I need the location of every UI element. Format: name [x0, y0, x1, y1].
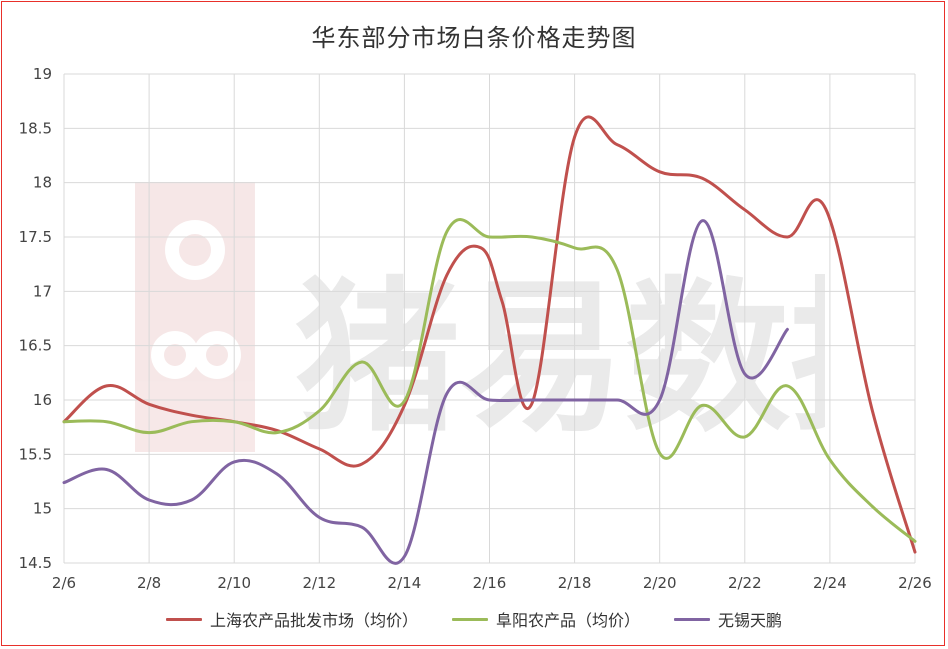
legend-swatch	[165, 617, 202, 621]
x-tick-label: 2/20	[643, 574, 677, 592]
x-tick-label: 2/10	[217, 574, 251, 592]
x-tick-label: 2/12	[302, 574, 336, 592]
legend: 上海农产品批发市场（均价） 阜阳农产品（均价） 无锡天鹏	[0, 607, 948, 631]
x-tick-label: 2/26	[898, 574, 932, 592]
series-line-wuxi	[62, 219, 789, 565]
x-tick-label: 2/24	[813, 574, 847, 592]
legend-label: 阜阳农产品（均价）	[495, 611, 640, 630]
x-tick-label: 2/18	[558, 574, 592, 592]
y-tick-label: 15	[33, 500, 52, 518]
x-tick-label: 2/16	[473, 574, 507, 592]
y-tick-label: 15.5	[19, 445, 52, 463]
x-axis-ticks: 2/6 2/8 2/10 2/12 2/14 2/16 2/18 2/20 2/22 2/24 2/…	[52, 574, 932, 592]
series-line-fuyang	[62, 218, 917, 543]
y-tick-label: 19	[33, 65, 52, 83]
x-tick-label: 2/8	[137, 574, 161, 592]
legend-item-fuyang: 阜阳农产品（均价）	[451, 607, 640, 631]
x-tick-label: 2/22	[728, 574, 762, 592]
legend-swatch	[451, 617, 488, 621]
y-tick-label: 18.5	[19, 119, 52, 137]
y-tick-label: 17	[33, 282, 52, 300]
legend-label: 上海农产品批发市场（均价）	[209, 611, 418, 630]
y-tick-label: 17.5	[19, 228, 52, 246]
y-tick-label: 18	[33, 174, 52, 192]
legend-item-shanghai: 上海农产品批发市场（均价）	[165, 607, 418, 631]
chart-title: 华东部分市场白条价格走势图	[311, 24, 637, 52]
y-tick-label: 14.5	[19, 554, 52, 572]
series-lines	[62, 115, 917, 565]
x-tick-label: 2/14	[388, 574, 422, 592]
legend-label: 无锡天鹏	[718, 611, 783, 630]
y-tick-label: 16	[33, 391, 52, 409]
grid-lines	[63, 73, 916, 564]
legend-swatch	[674, 617, 710, 621]
x-tick-label: 2/6	[52, 574, 76, 592]
y-axis-ticks: 14.5 15 15.5 16 16.5 17 17.5 18 18.5 19	[19, 65, 52, 572]
legend-item-wuxi: 无锡天鹏	[674, 607, 782, 631]
y-tick-label: 16.5	[19, 337, 52, 355]
